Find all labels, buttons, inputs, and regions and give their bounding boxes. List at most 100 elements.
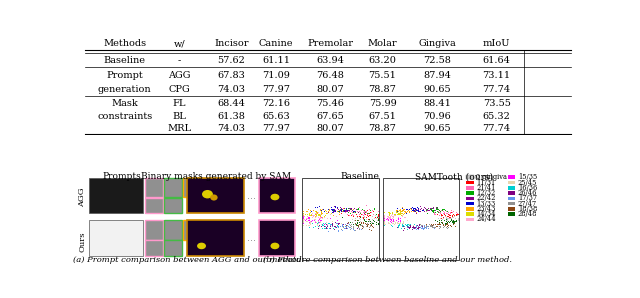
Point: [418, 208, 428, 212]
Point: [383, 218, 393, 223]
Point: [306, 218, 316, 223]
Point: [332, 221, 342, 226]
Point: [339, 223, 349, 228]
Point: [452, 210, 462, 215]
Point: [348, 220, 358, 224]
Point: [314, 224, 324, 228]
Point: [442, 219, 452, 224]
Point: [333, 225, 343, 229]
Point: [438, 211, 448, 216]
Point: [333, 229, 343, 234]
Point: [336, 206, 346, 211]
Point: [380, 222, 390, 227]
Point: [445, 213, 455, 218]
Point: [433, 215, 443, 220]
Point: [435, 215, 445, 220]
Point: [397, 224, 408, 229]
Point: [326, 205, 336, 210]
Point: [348, 212, 358, 216]
Point: [330, 209, 340, 214]
Point: [435, 224, 445, 229]
Point: [372, 218, 383, 223]
Point: [345, 210, 355, 215]
Point: [413, 223, 424, 228]
Point: [346, 224, 356, 228]
Point: [338, 224, 348, 229]
Point: [362, 221, 372, 226]
Point: [385, 211, 395, 215]
Point: [435, 209, 445, 214]
Point: [421, 207, 431, 212]
FancyBboxPatch shape: [164, 240, 182, 256]
Point: [359, 208, 369, 213]
Point: [364, 227, 374, 232]
Point: [298, 210, 308, 215]
Point: [310, 217, 320, 222]
Point: [343, 208, 353, 212]
Point: [402, 223, 412, 228]
Point: [432, 207, 442, 212]
Point: [428, 209, 438, 214]
Point: [357, 226, 367, 230]
Point: [370, 215, 380, 220]
Text: 90.65: 90.65: [423, 124, 451, 133]
Point: [382, 216, 392, 221]
Point: [392, 217, 403, 222]
Point: [341, 207, 351, 211]
Point: [334, 209, 344, 214]
Point: [349, 217, 359, 222]
Point: [317, 222, 327, 227]
Point: [442, 215, 452, 220]
Point: [337, 207, 348, 212]
Point: [385, 216, 396, 221]
Point: [450, 218, 460, 223]
Point: [304, 220, 314, 225]
Point: [445, 212, 455, 217]
Text: 73.11: 73.11: [483, 71, 511, 80]
Point: [440, 208, 451, 213]
Text: 18/38: 18/38: [518, 205, 537, 213]
Point: [361, 223, 371, 228]
Point: [444, 212, 454, 216]
Point: [444, 214, 454, 219]
Point: [404, 223, 415, 227]
Text: 75.99: 75.99: [369, 99, 396, 108]
Point: [333, 212, 344, 216]
Point: [394, 223, 404, 227]
Point: [441, 215, 451, 220]
Text: 65.32: 65.32: [483, 112, 511, 121]
Point: [401, 207, 412, 212]
Point: [416, 224, 426, 229]
Point: [316, 211, 326, 215]
Point: [334, 209, 344, 214]
Point: [334, 224, 344, 229]
Point: [349, 206, 359, 210]
Text: Baseline: Baseline: [104, 56, 146, 65]
Point: [387, 216, 397, 221]
Point: [443, 216, 453, 221]
Point: [390, 221, 400, 226]
Point: [382, 216, 392, 221]
Point: [367, 208, 377, 213]
Point: [372, 209, 383, 214]
Point: [335, 224, 346, 229]
Text: 11/31: 11/31: [476, 179, 495, 187]
Point: [359, 208, 369, 213]
Point: [335, 205, 346, 210]
Bar: [466, 212, 474, 216]
Point: [434, 213, 444, 218]
Point: [403, 225, 413, 230]
Text: 72.16: 72.16: [262, 99, 290, 108]
Point: [440, 223, 450, 227]
FancyBboxPatch shape: [89, 178, 143, 213]
Point: [372, 213, 382, 218]
Point: [426, 223, 436, 228]
Point: [446, 216, 456, 221]
Point: [322, 222, 332, 227]
Point: [312, 210, 323, 215]
Point: [367, 217, 377, 221]
Point: [439, 207, 449, 212]
Point: [342, 223, 352, 227]
Point: [305, 212, 316, 217]
Point: [328, 207, 339, 211]
